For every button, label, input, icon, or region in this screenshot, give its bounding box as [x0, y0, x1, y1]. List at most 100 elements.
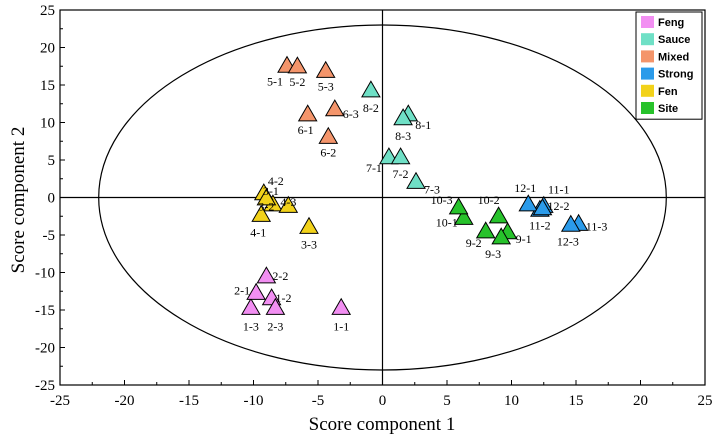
y-tick-label: -5 — [43, 228, 56, 244]
point-label-7-3: 7-3 — [424, 183, 440, 197]
point-label-4-2: 4-2 — [268, 174, 284, 188]
point-label-3-2: 3-2 — [258, 200, 274, 214]
point-label-8-2: 8-2 — [363, 101, 379, 115]
legend-label-mixed: Mixed — [658, 51, 689, 63]
y-tick-label: 10 — [40, 116, 55, 132]
x-tick-label: -10 — [244, 393, 264, 409]
point-12-3 — [560, 214, 581, 232]
point-label-6-1: 6-1 — [298, 123, 314, 137]
y-tick-label: -15 — [35, 303, 55, 319]
y-tick-label: -10 — [35, 266, 55, 282]
point-6-3 — [324, 99, 345, 117]
legend: Feng Sauce Mixed Strong Fen Site — [635, 11, 703, 120]
x-axis-title: Score component 1 — [309, 414, 456, 435]
point-12-1 — [518, 194, 539, 212]
x-tick-label: -5 — [312, 393, 325, 409]
point-10-3 — [448, 197, 469, 215]
legend-swatch-strong — [641, 67, 654, 80]
legend-swatch-feng — [641, 16, 654, 28]
point-label-9-2: 9-2 — [466, 236, 482, 250]
legend-swatch-mixed — [641, 50, 654, 63]
y-axis-title: Score component 2 — [8, 127, 29, 274]
legend-box — [635, 11, 703, 120]
point-label-9-3: 9-3 — [485, 247, 501, 261]
y-tick-label: -25 — [35, 378, 55, 394]
point-3-3 — [299, 216, 319, 234]
legend-swatch-sauce — [641, 33, 654, 46]
point-label-10-2: 10-2 — [478, 193, 500, 207]
x-tick-label: 25 — [698, 393, 713, 409]
x-tick-label: -20 — [115, 393, 135, 409]
point-10-2 — [488, 206, 509, 224]
point-label-1-2: 1-2 — [276, 291, 292, 305]
point-6-1 — [297, 104, 318, 122]
point-label-2-3: 2-3 — [267, 320, 283, 334]
point-9-3 — [491, 227, 512, 245]
y-tick-label: 15 — [40, 78, 55, 94]
x-tick-label: -15 — [179, 393, 199, 409]
point-2-2 — [256, 266, 277, 284]
point-12-2 — [532, 198, 553, 216]
point-label-10-3: 10-3 — [431, 193, 453, 207]
legend-label-feng: Feng — [658, 17, 684, 29]
point-9-2 — [475, 221, 496, 239]
point-label-2-1: 2-1 — [234, 284, 250, 298]
x-tick-label: 20 — [633, 393, 648, 409]
point-label-12-3: 12-3 — [557, 234, 579, 248]
x-tick-label: 5 — [443, 393, 451, 409]
point-6-2 — [318, 126, 339, 144]
point-label-1-3: 1-3 — [243, 320, 259, 334]
x-tick-label: -25 — [50, 393, 70, 409]
y-tick-label: 25 — [40, 3, 55, 19]
legend-swatch-site — [641, 102, 654, 114]
point-label-5-1: 5-1 — [267, 74, 283, 88]
point-2-3 — [265, 297, 286, 315]
point-label-11-3: 11-3 — [586, 220, 608, 234]
point-label-5-3: 5-3 — [318, 80, 334, 94]
point-10-1 — [453, 207, 474, 225]
legend-label-sauce: Sauce — [658, 34, 690, 46]
point-label-12-2: 12-2 — [547, 199, 569, 213]
point-label-8-1: 8-1 — [415, 118, 431, 132]
point-1-1 — [331, 297, 352, 315]
point-3-2 — [278, 195, 299, 213]
point-8-2 — [361, 80, 381, 98]
point-label-9-1: 9-1 — [516, 232, 532, 246]
point-8-3 — [393, 108, 413, 126]
point-label-11-2: 11-2 — [529, 218, 551, 232]
y-tick-label: 0 — [48, 191, 56, 207]
point-label-12-1: 12-1 — [514, 181, 536, 195]
point-label-2-2: 2-2 — [272, 269, 288, 283]
x-tick-label: 10 — [504, 393, 519, 409]
point-label-6-3: 6-3 — [343, 107, 359, 121]
point-2-1 — [246, 282, 266, 300]
x-tick-label: 15 — [569, 393, 584, 409]
point-label-10-1: 10-1 — [436, 216, 458, 230]
y-tick-label: 5 — [48, 153, 56, 169]
point-label-5-2: 5-2 — [289, 75, 305, 89]
point-7-2 — [390, 147, 411, 165]
point-label-3-3: 3-3 — [301, 238, 317, 252]
point-4-3 — [256, 188, 277, 206]
point-label-7-1: 7-1 — [366, 161, 382, 175]
x-tick-label: 0 — [379, 393, 387, 409]
point-4-1 — [251, 204, 272, 222]
y-tick-label: 20 — [40, 41, 55, 57]
legend-label-site: Site — [658, 103, 678, 115]
y-tick-label: -20 — [35, 341, 55, 357]
point-label-1-1: 1-1 — [333, 320, 349, 334]
point-label-6-2: 6-2 — [320, 146, 336, 160]
point-label-8-3: 8-3 — [395, 129, 411, 143]
point-label-11-1: 11-1 — [548, 183, 570, 197]
point-5-3 — [315, 60, 336, 78]
point-1-3 — [241, 297, 261, 315]
point-label-3-1: 3-1 — [263, 184, 279, 198]
point-7-3 — [406, 171, 426, 189]
legend-swatch-fen — [641, 84, 654, 97]
legend-label-fen: Fen — [658, 86, 678, 98]
point-label-7-2: 7-2 — [393, 167, 409, 181]
point-label-4-1: 4-1 — [250, 226, 266, 240]
point-5-2 — [287, 56, 308, 74]
point-label-4-3: 4-3 — [280, 195, 296, 209]
